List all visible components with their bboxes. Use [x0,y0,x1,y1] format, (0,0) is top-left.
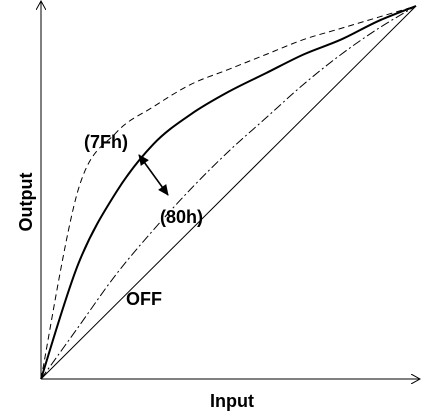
label-80h: (80h) [160,207,203,227]
label-7fh: (7Fh) [84,132,128,152]
y-axis-label: Output [16,173,36,232]
x-axis-label: Input [210,391,254,411]
series-off-line [40,5,417,380]
series-group [40,5,417,380]
series-intermediate-curve [40,5,417,380]
series-80h-curve [40,5,417,380]
adjust-double-arrow [138,154,169,196]
label-off: OFF [126,289,162,309]
series-7fh-curve [40,5,417,380]
